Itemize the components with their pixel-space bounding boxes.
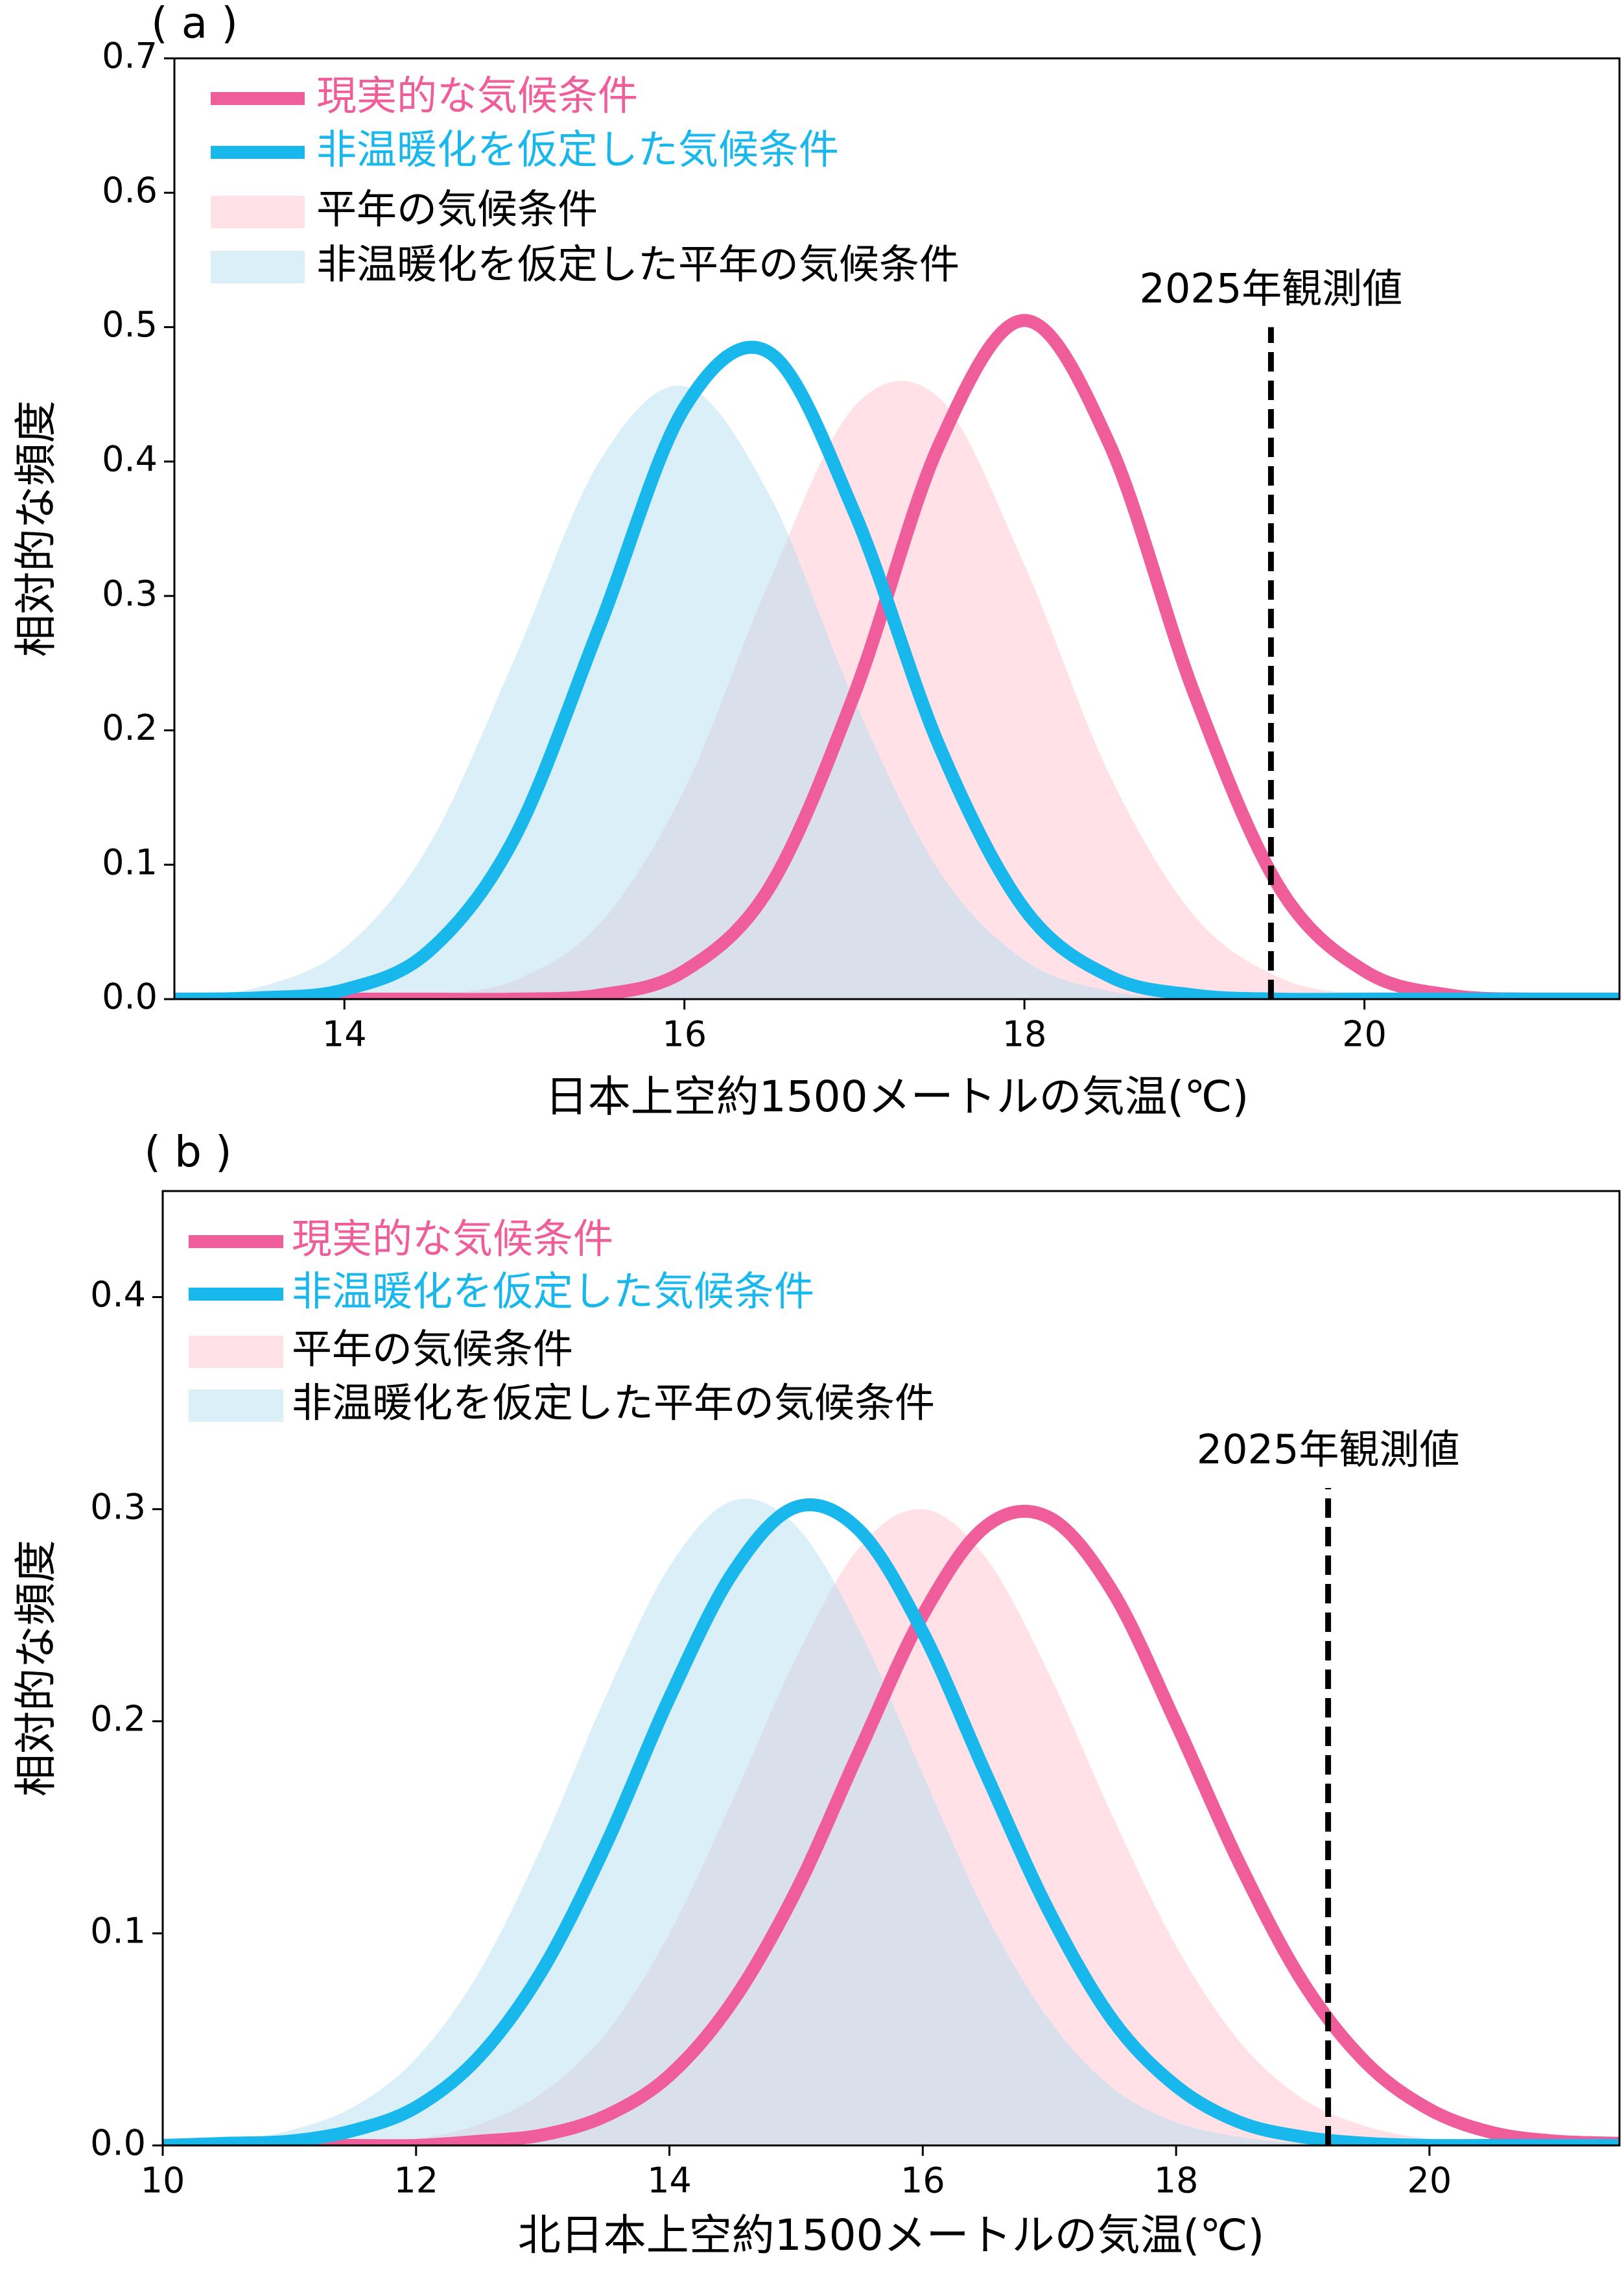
panel: ( b ) 2025年観測値 0.0 0.1 0.2 0.3 0.4 10 12 14 16 18 20… (11, 1127, 1621, 2260)
x-tick-label: 16 (662, 1014, 707, 1055)
line (163, 1498, 1619, 2145)
y-tick-label: 0.5 (102, 304, 158, 345)
x-axis-label: 日本上空約1500メートルの気温(℃) (545, 1072, 1249, 1122)
y-tick-label: 0.6 (102, 170, 158, 211)
observed-label: 2025年観測値 (1197, 1426, 1460, 1473)
panel-label: ( a ) (151, 0, 238, 48)
legend-label: 非温暖化を仮定した気候条件 (292, 1268, 814, 1315)
legend-label: 現実的な気候条件 (292, 1215, 613, 1262)
observed-label: 2025年観測値 (1140, 265, 1403, 313)
x-axis-label: 北日本上空約1500メートルの気温(℃) (518, 2210, 1265, 2260)
y-tick-label: 0.2 (102, 707, 158, 748)
y-axis-label: 相対的な頻度 (11, 1540, 61, 1797)
y-tick-label: 0.4 (102, 438, 158, 479)
line (174, 340, 1619, 999)
legend-patch (189, 1389, 283, 1422)
legend-label: 平年の気候条件 (292, 1325, 573, 1373)
area (174, 381, 1619, 999)
y-tick-label: 0.0 (90, 2123, 146, 2164)
y-tick-label: 0.3 (102, 573, 158, 614)
legend-patch (189, 1336, 283, 1368)
y-tick-label: 0.1 (102, 842, 158, 882)
panel-label: ( b ) (144, 1127, 231, 1177)
legend-label: 非温暖化を仮定した平年の気候条件 (316, 241, 959, 288)
legend-label: 非温暖化を仮定した平年の気候条件 (292, 1379, 935, 1426)
x-tick-label: 14 (322, 1014, 367, 1055)
legend-patch (211, 196, 305, 228)
x-tick-label: 10 (141, 2160, 185, 2201)
panel: ( a ) 2025年観測値 0.0 0.1 0.2 0.3 0.4 0.5 0.6 0.7 14 1… (11, 0, 1621, 1122)
x-tick-label: 20 (1407, 2160, 1452, 2201)
plot-frame (161, 1190, 1621, 2147)
y-tick-label: 0.4 (90, 1274, 146, 1315)
x-tick-label: 16 (900, 2160, 945, 2201)
area (174, 385, 1619, 999)
plot-frame (173, 57, 1621, 1000)
y-tick-label: 0.0 (102, 976, 158, 1017)
y-tick-label: 0.7 (102, 36, 158, 77)
legend-label: 平年の気候条件 (316, 185, 598, 233)
legend-label: 非温暖化を仮定した気候条件 (316, 126, 839, 173)
y-tick-label: 0.2 (90, 1698, 146, 1739)
y-tick-label: 0.3 (90, 1486, 146, 1527)
line (174, 314, 1619, 999)
x-tick-label: 20 (1342, 1014, 1387, 1055)
x-tick-label: 12 (394, 2160, 438, 2201)
plot-area (174, 314, 1619, 999)
y-tick-label: 0.1 (90, 1911, 146, 1952)
x-tick-label: 14 (647, 2160, 692, 2201)
x-tick-label: 18 (1002, 1014, 1047, 1055)
legend-label: 現実的な気候条件 (316, 72, 638, 119)
y-axis-label: 相対的な頻度 (11, 401, 61, 657)
legend-patch (211, 251, 305, 283)
plot-area (163, 1498, 1619, 2145)
x-tick-label: 18 (1154, 2160, 1199, 2201)
